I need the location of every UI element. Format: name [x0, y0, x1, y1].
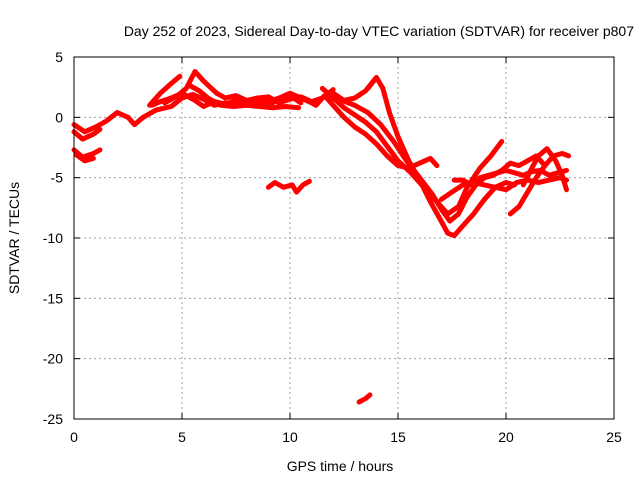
x-tick-label: 5 — [178, 429, 186, 445]
series-arc-18 — [356, 392, 373, 405]
series-arc-10 — [304, 93, 440, 171]
x-tick-label: 25 — [606, 429, 622, 445]
series-arc-4 — [73, 152, 96, 164]
series-arc-17 — [520, 146, 569, 193]
data-series — [71, 69, 572, 405]
series-arc-15 — [451, 167, 569, 188]
series-arc-7 — [162, 69, 379, 106]
series-arc-2 — [71, 126, 103, 142]
series-arc-8 — [188, 83, 302, 111]
series-arc-5 — [147, 73, 183, 108]
x-tick-label: 20 — [498, 429, 514, 445]
y-axis-label: SDTVAR / TECUs — [6, 182, 22, 294]
y-tick-label: -20 — [43, 351, 63, 367]
axis-ticks: 0 5 10 15 20 25 5 0 -5 -10 -15 -20 -25 — [43, 49, 622, 445]
series-arc-16 — [507, 151, 572, 217]
x-tick-label: 10 — [282, 429, 298, 445]
series-arc-12 — [339, 97, 548, 224]
y-tick-label: -10 — [43, 230, 63, 246]
y-tick-label: 5 — [55, 49, 63, 65]
x-tick-label: 15 — [390, 429, 406, 445]
x-tick-label: 0 — [70, 429, 78, 445]
y-tick-label: -5 — [51, 170, 64, 186]
y-tick-label: 0 — [55, 109, 63, 125]
series-arc-14 — [438, 175, 569, 202]
y-tick-label: -15 — [43, 290, 63, 306]
x-axis-label: GPS time / hours — [287, 458, 394, 474]
chart-title: Day 252 of 2023, Sidereal Day-to-day VTE… — [124, 23, 634, 39]
y-tick-label: -25 — [43, 411, 63, 427]
series-arc-9 — [265, 178, 312, 195]
series-arc-11 — [319, 85, 505, 217]
series-arc-13 — [365, 75, 518, 239]
